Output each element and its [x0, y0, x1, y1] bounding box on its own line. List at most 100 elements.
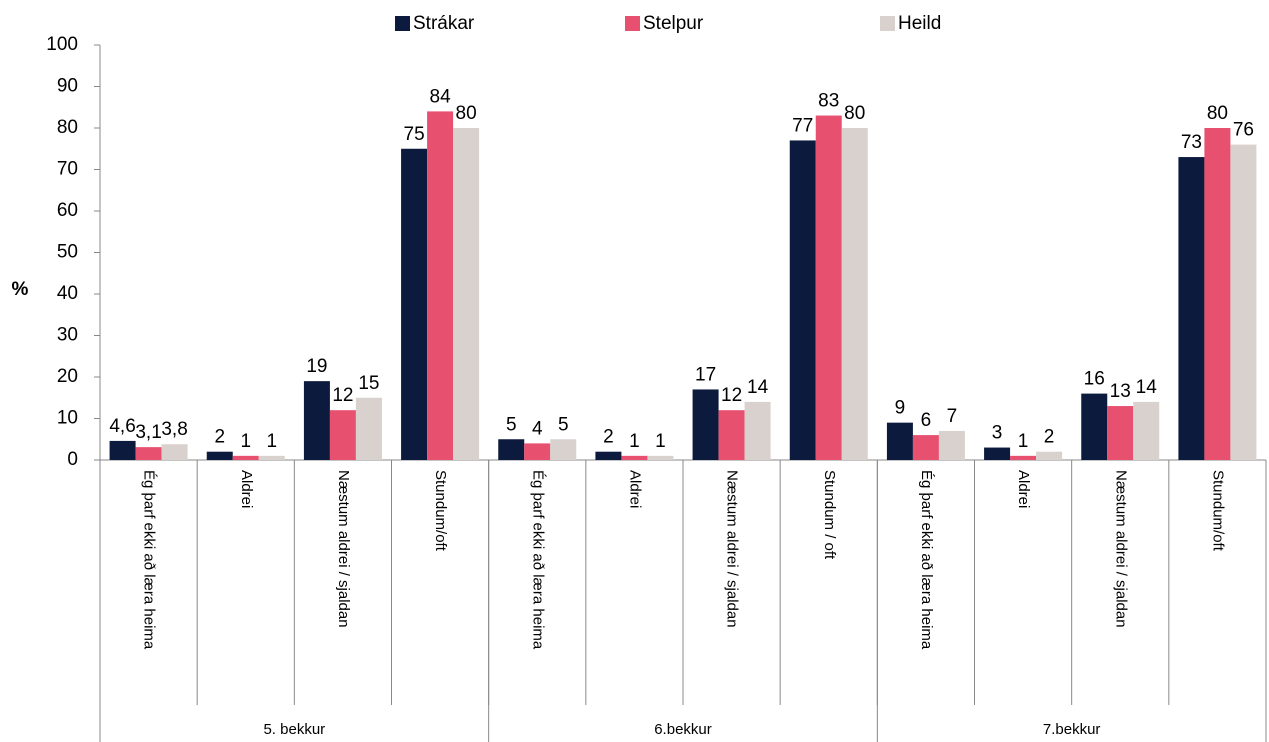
value-label: 3 — [992, 423, 1003, 444]
y-tick-label: 100 — [46, 34, 78, 55]
bar — [621, 455, 648, 460]
x-tick-label: Næstum aldrei / sjaldan — [724, 470, 741, 628]
value-label: 83 — [818, 91, 839, 112]
value-label: 14 — [747, 377, 769, 398]
bar — [135, 447, 162, 460]
value-label: 1 — [655, 431, 666, 452]
bar — [329, 410, 356, 460]
bar — [815, 115, 842, 461]
value-label: 16 — [1084, 369, 1105, 390]
y-tick-label: 60 — [57, 200, 78, 221]
y-tick-label: 10 — [57, 408, 78, 429]
x-tick-label: Aldrei — [238, 470, 255, 508]
bar — [1081, 393, 1108, 460]
value-label: 2 — [214, 427, 225, 448]
bar — [841, 128, 868, 460]
value-label: 12 — [721, 385, 742, 406]
x-tick-label: Næstum aldrei / sjaldan — [335, 470, 352, 628]
x-tick-label: Stundum / oft — [821, 470, 838, 560]
value-label: 73 — [1181, 132, 1202, 153]
bar — [1036, 451, 1063, 460]
value-label: 6 — [921, 410, 932, 431]
value-label: 84 — [430, 86, 452, 107]
bar — [498, 439, 525, 460]
value-label: 14 — [1136, 377, 1158, 398]
x-tick-label: Næstum aldrei / sjaldan — [1112, 470, 1129, 628]
value-label: 2 — [1044, 427, 1055, 448]
value-label: 1 — [240, 431, 251, 452]
y-tick-label: 50 — [57, 242, 78, 263]
value-label: 5 — [558, 414, 569, 435]
bar — [1010, 455, 1037, 460]
bar — [109, 440, 136, 460]
bar — [401, 148, 428, 460]
value-label: 4,6 — [109, 416, 135, 437]
group-label: 7.bekkur — [1043, 721, 1101, 738]
bar — [427, 111, 454, 461]
value-label: 1 — [266, 431, 277, 452]
bar — [595, 451, 622, 460]
bar — [161, 444, 188, 460]
y-tick-label: 70 — [57, 159, 78, 180]
y-tick-label: 20 — [57, 366, 78, 387]
y-tick-label: 0 — [67, 449, 78, 470]
bar — [647, 455, 674, 460]
x-tick-label: Stundum/oft — [1209, 470, 1226, 552]
x-tick-label: Aldrei — [626, 470, 643, 508]
bar — [938, 430, 965, 460]
bar — [1107, 406, 1134, 460]
bar — [550, 439, 577, 460]
value-label: 77 — [792, 115, 813, 136]
bar — [232, 455, 259, 460]
x-tick-label: Ég þarf ekki að læra heima — [918, 470, 935, 650]
bar — [1178, 157, 1205, 461]
bar — [1204, 128, 1231, 460]
value-label: 13 — [1110, 381, 1131, 402]
legend-swatch — [880, 16, 895, 31]
value-label: 80 — [844, 103, 865, 124]
value-label: 17 — [695, 364, 716, 385]
bar — [718, 410, 745, 460]
x-tick-label: Ég þarf ekki að læra heima — [141, 470, 158, 650]
legend-label: Stelpur — [643, 13, 704, 34]
legend-label: Strákar — [413, 13, 475, 34]
value-label: 75 — [404, 124, 425, 145]
value-label: 4 — [532, 418, 543, 439]
legend-swatch — [395, 16, 410, 31]
bar — [1230, 144, 1257, 460]
value-label: 5 — [506, 414, 517, 435]
bar — [912, 435, 939, 460]
legend-swatch — [625, 16, 640, 31]
value-label: 1 — [1018, 431, 1029, 452]
bar — [258, 455, 285, 460]
bar — [744, 401, 771, 460]
legend-label: Heild — [898, 13, 941, 34]
y-tick-label: 90 — [57, 76, 78, 97]
y-tick-label: 40 — [57, 283, 78, 304]
value-label: 80 — [456, 103, 477, 124]
value-label: 9 — [895, 398, 906, 419]
y-tick-label: 80 — [57, 117, 78, 138]
value-label: 7 — [947, 406, 958, 427]
value-label: 2 — [603, 427, 614, 448]
value-label: 12 — [332, 385, 353, 406]
value-label: 19 — [306, 356, 327, 377]
bar — [692, 389, 719, 460]
x-tick-label: Aldrei — [1015, 470, 1032, 508]
bar — [984, 447, 1011, 460]
group-label: 6.bekkur — [654, 721, 712, 738]
x-tick-label: Ég þarf ekki að læra heima — [529, 470, 546, 650]
y-axis-label: % — [12, 279, 29, 300]
x-tick-label: Stundum/oft — [432, 470, 449, 552]
bar — [1133, 401, 1160, 460]
bar — [303, 381, 330, 460]
bar — [789, 140, 816, 460]
value-label: 3,1 — [135, 422, 161, 443]
group-label: 5. bekkur — [263, 721, 325, 738]
value-label: 76 — [1233, 120, 1254, 141]
value-label: 15 — [358, 373, 379, 394]
value-label: 1 — [629, 431, 640, 452]
value-label: 3,8 — [161, 419, 187, 440]
y-tick-label: 30 — [57, 325, 78, 346]
